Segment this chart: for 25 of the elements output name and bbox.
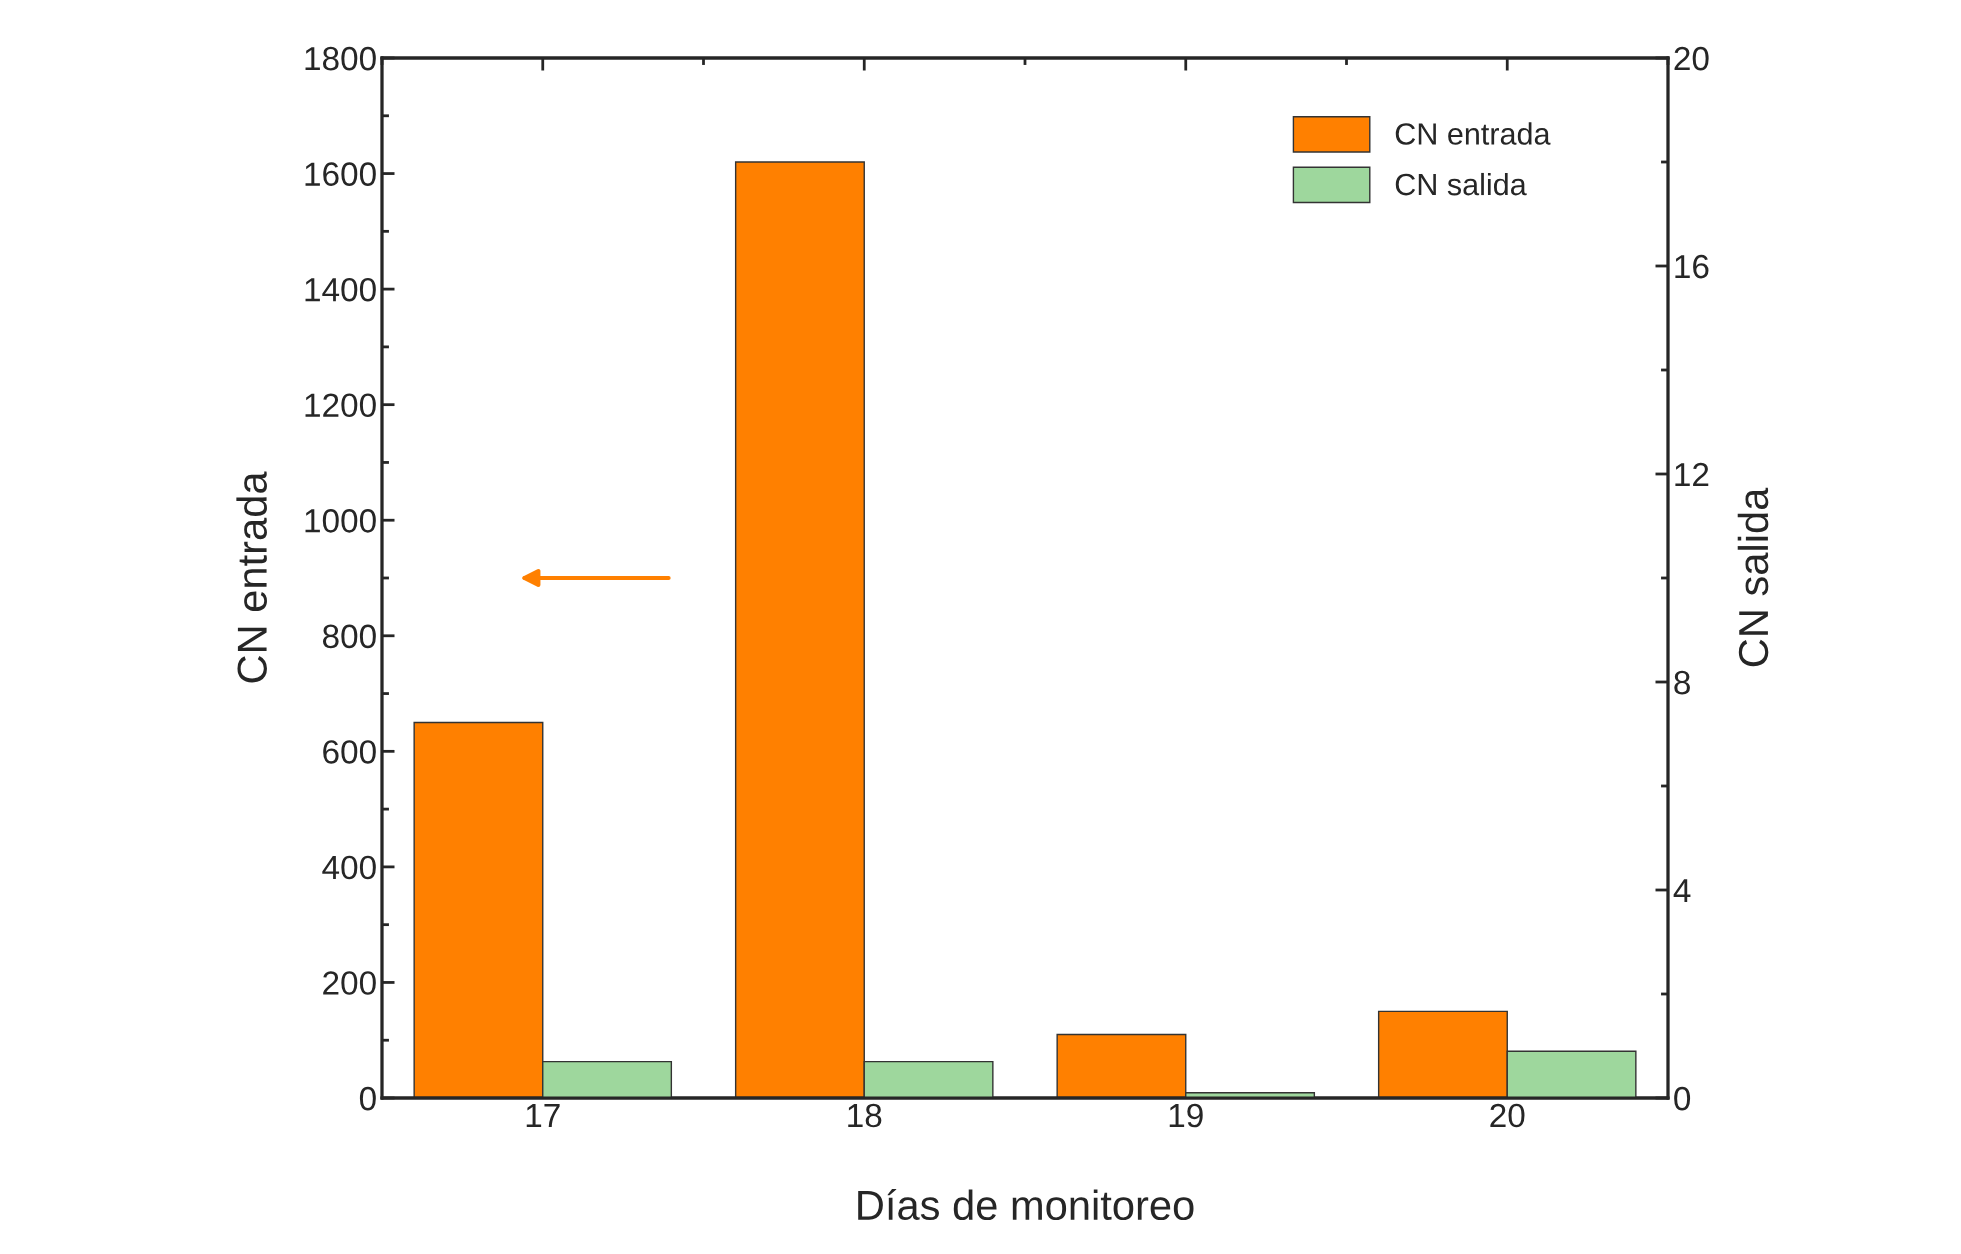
y-tick-label: 1400: [305, 277, 376, 302]
x-tick-label: 20: [1490, 1103, 1525, 1128]
y2-tick-label: 16: [1675, 254, 1709, 279]
y2-tick-label: 4: [1673, 879, 1691, 903]
legend-label: CN entrada: [1395, 122, 1551, 145]
y-tick-label: 600: [323, 740, 376, 764]
y-tick-label: 1200: [305, 393, 376, 418]
y2-tick-label: 12: [1675, 462, 1709, 487]
y-axis-title: CN entrada: [236, 471, 267, 683]
y2-tick-label: 0: [1674, 1086, 1691, 1111]
y-tick-label: 1000: [305, 509, 376, 533]
y2-tick-label: 8: [1674, 670, 1690, 695]
y-tick-label: 1600: [305, 162, 376, 186]
y2-tick-label: 20: [1674, 46, 1709, 71]
y-tick-label: 800: [322, 624, 376, 649]
y2-axis-title: CN salida: [1737, 487, 1769, 667]
x-tick-label: 17: [526, 1104, 560, 1128]
y-tick-label: 400: [322, 855, 376, 880]
x-tick-label: 19: [1169, 1103, 1203, 1128]
legend-label: CN salida: [1395, 172, 1527, 196]
y-tick-label: 1800: [305, 46, 376, 71]
x-tick-label: 18: [848, 1103, 882, 1128]
x-axis-title: Días de monitoreo: [858, 1189, 1194, 1221]
y-tick-label: 200: [323, 971, 376, 995]
y-tick-label: 0: [359, 1086, 376, 1111]
